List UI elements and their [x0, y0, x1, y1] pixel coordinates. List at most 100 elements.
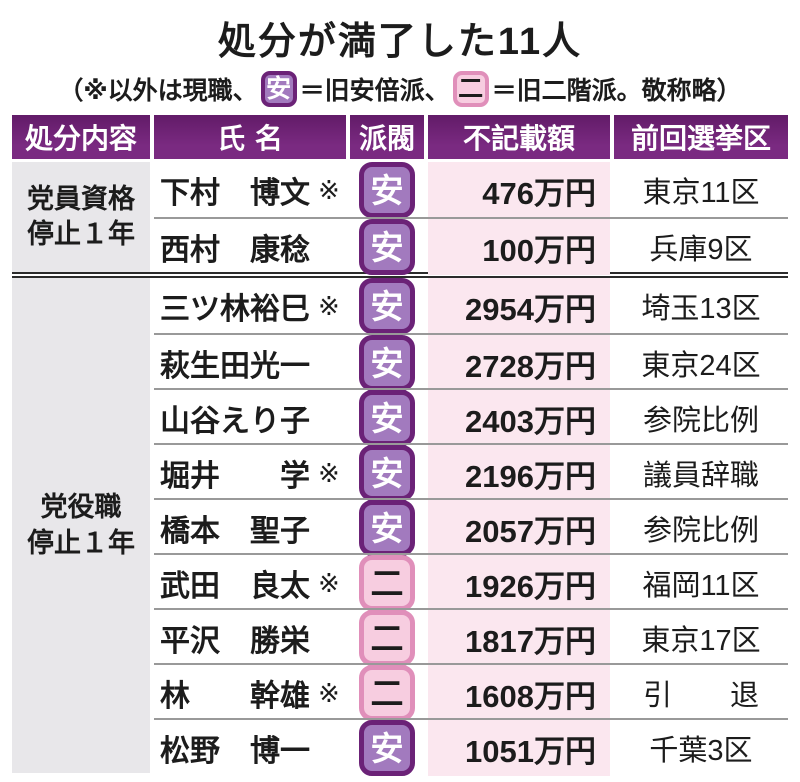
table-row: 武田 良太 ※ 二 1926万円 福岡11区: [154, 553, 788, 611]
header-district: 前回選挙区: [614, 115, 788, 159]
member-name: 山谷えり子: [160, 405, 310, 438]
table-row: 西村 康稔 安 100万円 兵庫9区: [154, 217, 788, 275]
nikai-faction-badge: 二: [359, 610, 415, 666]
abe-faction-badge: 安: [359, 500, 415, 556]
table-row: 林 幹雄 ※ 二 1608万円引 退: [154, 663, 788, 721]
header-punishment: 処分内容: [12, 115, 150, 159]
election-district: 議員辞職: [642, 460, 759, 492]
table-body: 党員資格 停止１年 下村 博文 ※ 安 476万円 東京11区 西村 康稔安 100万円 兵庫9区…: [12, 162, 788, 776]
name-cell: 三ツ林裕巳 ※: [154, 278, 346, 334]
table-row: 三ツ林裕巳 ※ 安 2954万円 埼玉13区: [154, 278, 788, 334]
faction-cell: 二: [350, 555, 424, 611]
abe-faction-badge: 安: [359, 335, 415, 391]
header-name: 氏名: [154, 115, 346, 159]
unrecorded-amount: 1608万円: [428, 665, 610, 721]
name-cell: 西村 康稔: [154, 219, 346, 275]
table-header-row: 処分内容 氏名 派閥 不記載額 前回選挙区: [12, 115, 788, 159]
abe-faction-badge: 安: [359, 390, 415, 446]
nikai-faction-badge: 二: [452, 71, 489, 107]
election-district: 東京11区: [642, 177, 760, 209]
table-row: 下村 博文 ※ 安 476万円 東京11区: [154, 162, 788, 218]
punishment-label: 党役職停止１年: [12, 278, 150, 773]
former-member-mark: ※: [318, 290, 340, 321]
legend-note-part2: ＝旧安倍派、: [299, 77, 450, 105]
punishment-label-line: 党役職: [40, 492, 122, 523]
name-cell: 下村 博文 ※: [154, 162, 346, 218]
member-name: 林 幹雄: [160, 680, 310, 713]
member-name: 松野 博一: [160, 735, 310, 768]
group-rows: 三ツ林裕巳 ※ 安 2954万円 埼玉13区 萩生田光一安 2728万円 東京24区 山谷えり子…: [154, 278, 788, 776]
name-cell: 山谷えり子: [154, 390, 346, 446]
member-name: 下村 博文: [160, 177, 310, 210]
name-cell: 萩生田光一: [154, 335, 346, 391]
member-name: 堀井 学: [160, 460, 310, 493]
election-district: 参院比例: [642, 405, 759, 437]
former-member-mark: ※: [318, 677, 340, 708]
header-faction: 派閥: [350, 115, 424, 159]
unrecorded-amount: 1926万円: [428, 555, 610, 611]
former-member-mark: ※: [318, 567, 340, 598]
abe-faction-badge: 安: [359, 278, 415, 334]
table-row: 松野 博一 安 1051万円 千葉3区: [154, 718, 788, 776]
faction-cell: 安: [350, 278, 424, 334]
name-cell: 林 幹雄 ※: [154, 665, 346, 721]
faction-cell: 安: [350, 162, 424, 218]
member-name: 三ツ林裕巳: [160, 293, 310, 326]
name-cell: 平沢 勝栄: [154, 610, 346, 666]
table-row: 平沢 勝栄 二 1817万円 東京17区: [154, 608, 788, 666]
table-row: 萩生田光一 安 2728万円 東京24区: [154, 333, 788, 391]
member-name: 橋本 聖子: [160, 515, 310, 548]
legend-note-part3: ＝旧二階派。敬称略）: [491, 77, 742, 105]
unrecorded-amount: 2728万円: [428, 335, 610, 391]
unrecorded-amount: 1051万円: [428, 720, 610, 776]
abe-faction-badge: 安: [359, 445, 415, 501]
faction-cell: 安: [350, 720, 424, 776]
election-district: 参院比例: [642, 515, 759, 547]
punishment-label-line: 停止１年: [27, 527, 135, 558]
name-cell: 松野 博一: [154, 720, 346, 776]
unrecorded-amount: 2954万円: [428, 278, 610, 334]
faction-cell: 安: [350, 500, 424, 556]
unrecorded-amount: 2196万円: [428, 445, 610, 501]
member-name: 武田 良太: [160, 570, 310, 603]
faction-cell: 安: [350, 335, 424, 391]
table-row: 山谷えり子 安 2403万円 参院比例: [154, 388, 788, 446]
nikai-faction-badge: 二: [359, 665, 415, 721]
legend-note: （※以外は現職、 安 ＝旧安倍派、 二 ＝旧二階派。敬称略）: [12, 71, 788, 107]
election-district: 千葉3区: [649, 735, 753, 767]
faction-cell: 二: [350, 665, 424, 721]
punishment-label: 党員資格停止１年: [12, 162, 150, 272]
faction-cell: 安: [350, 390, 424, 446]
punishment-group: 党役職 停止１年 三ツ林裕巳 ※ 安 2954万円 埼玉13区 萩生田光一安 2728万円 東京2…: [12, 272, 788, 776]
faction-cell: 安: [350, 445, 424, 501]
punishment-group: 党員資格 停止１年 下村 博文 ※ 安 476万円 東京11区 西村 康稔 安 100万円 兵庫9区: [12, 162, 788, 275]
punishment-label-line: 党員資格: [27, 183, 135, 214]
nikai-faction-badge: 二: [359, 555, 415, 611]
election-district: 引 退: [642, 680, 759, 712]
unrecorded-amount: 100万円: [428, 219, 610, 275]
header-amount: 不記載額: [428, 115, 610, 159]
former-member-mark: ※: [318, 457, 340, 488]
name-cell: 堀井 学 ※: [154, 445, 346, 501]
page-title: 処分が満了した11人: [217, 21, 583, 63]
abe-faction-badge: 安: [359, 720, 415, 776]
unrecorded-amount: 476万円: [428, 162, 610, 218]
punishment-label-line: 停止１年: [27, 219, 135, 249]
election-district: 東京17区: [641, 625, 761, 657]
name-cell: 橋本 聖子: [154, 500, 346, 556]
unrecorded-amount: 2057万円: [428, 500, 610, 556]
unrecorded-amount: 2403万円: [428, 390, 610, 446]
name-cell: 武田 良太 ※: [154, 555, 346, 611]
member-name: 萩生田光一: [160, 350, 310, 383]
faction-cell: 二: [350, 610, 424, 666]
abe-faction-badge: 安: [359, 219, 415, 275]
unrecorded-amount: 1817万円: [428, 610, 610, 666]
member-name: 西村 康稔: [160, 234, 310, 267]
abe-faction-badge: 安: [359, 162, 415, 218]
group-rows: 下村 博文 ※ 安 476万円 東京11区 西村 康稔 安 100万円 兵庫9区: [154, 162, 788, 275]
member-name: 平沢 勝栄: [160, 625, 310, 658]
legend-note-part1: （※以外は現職、: [58, 77, 258, 105]
election-district: 東京24区: [641, 350, 761, 382]
table-row: 堀井 学 ※ 安 2196万円 議員辞職: [154, 443, 788, 501]
